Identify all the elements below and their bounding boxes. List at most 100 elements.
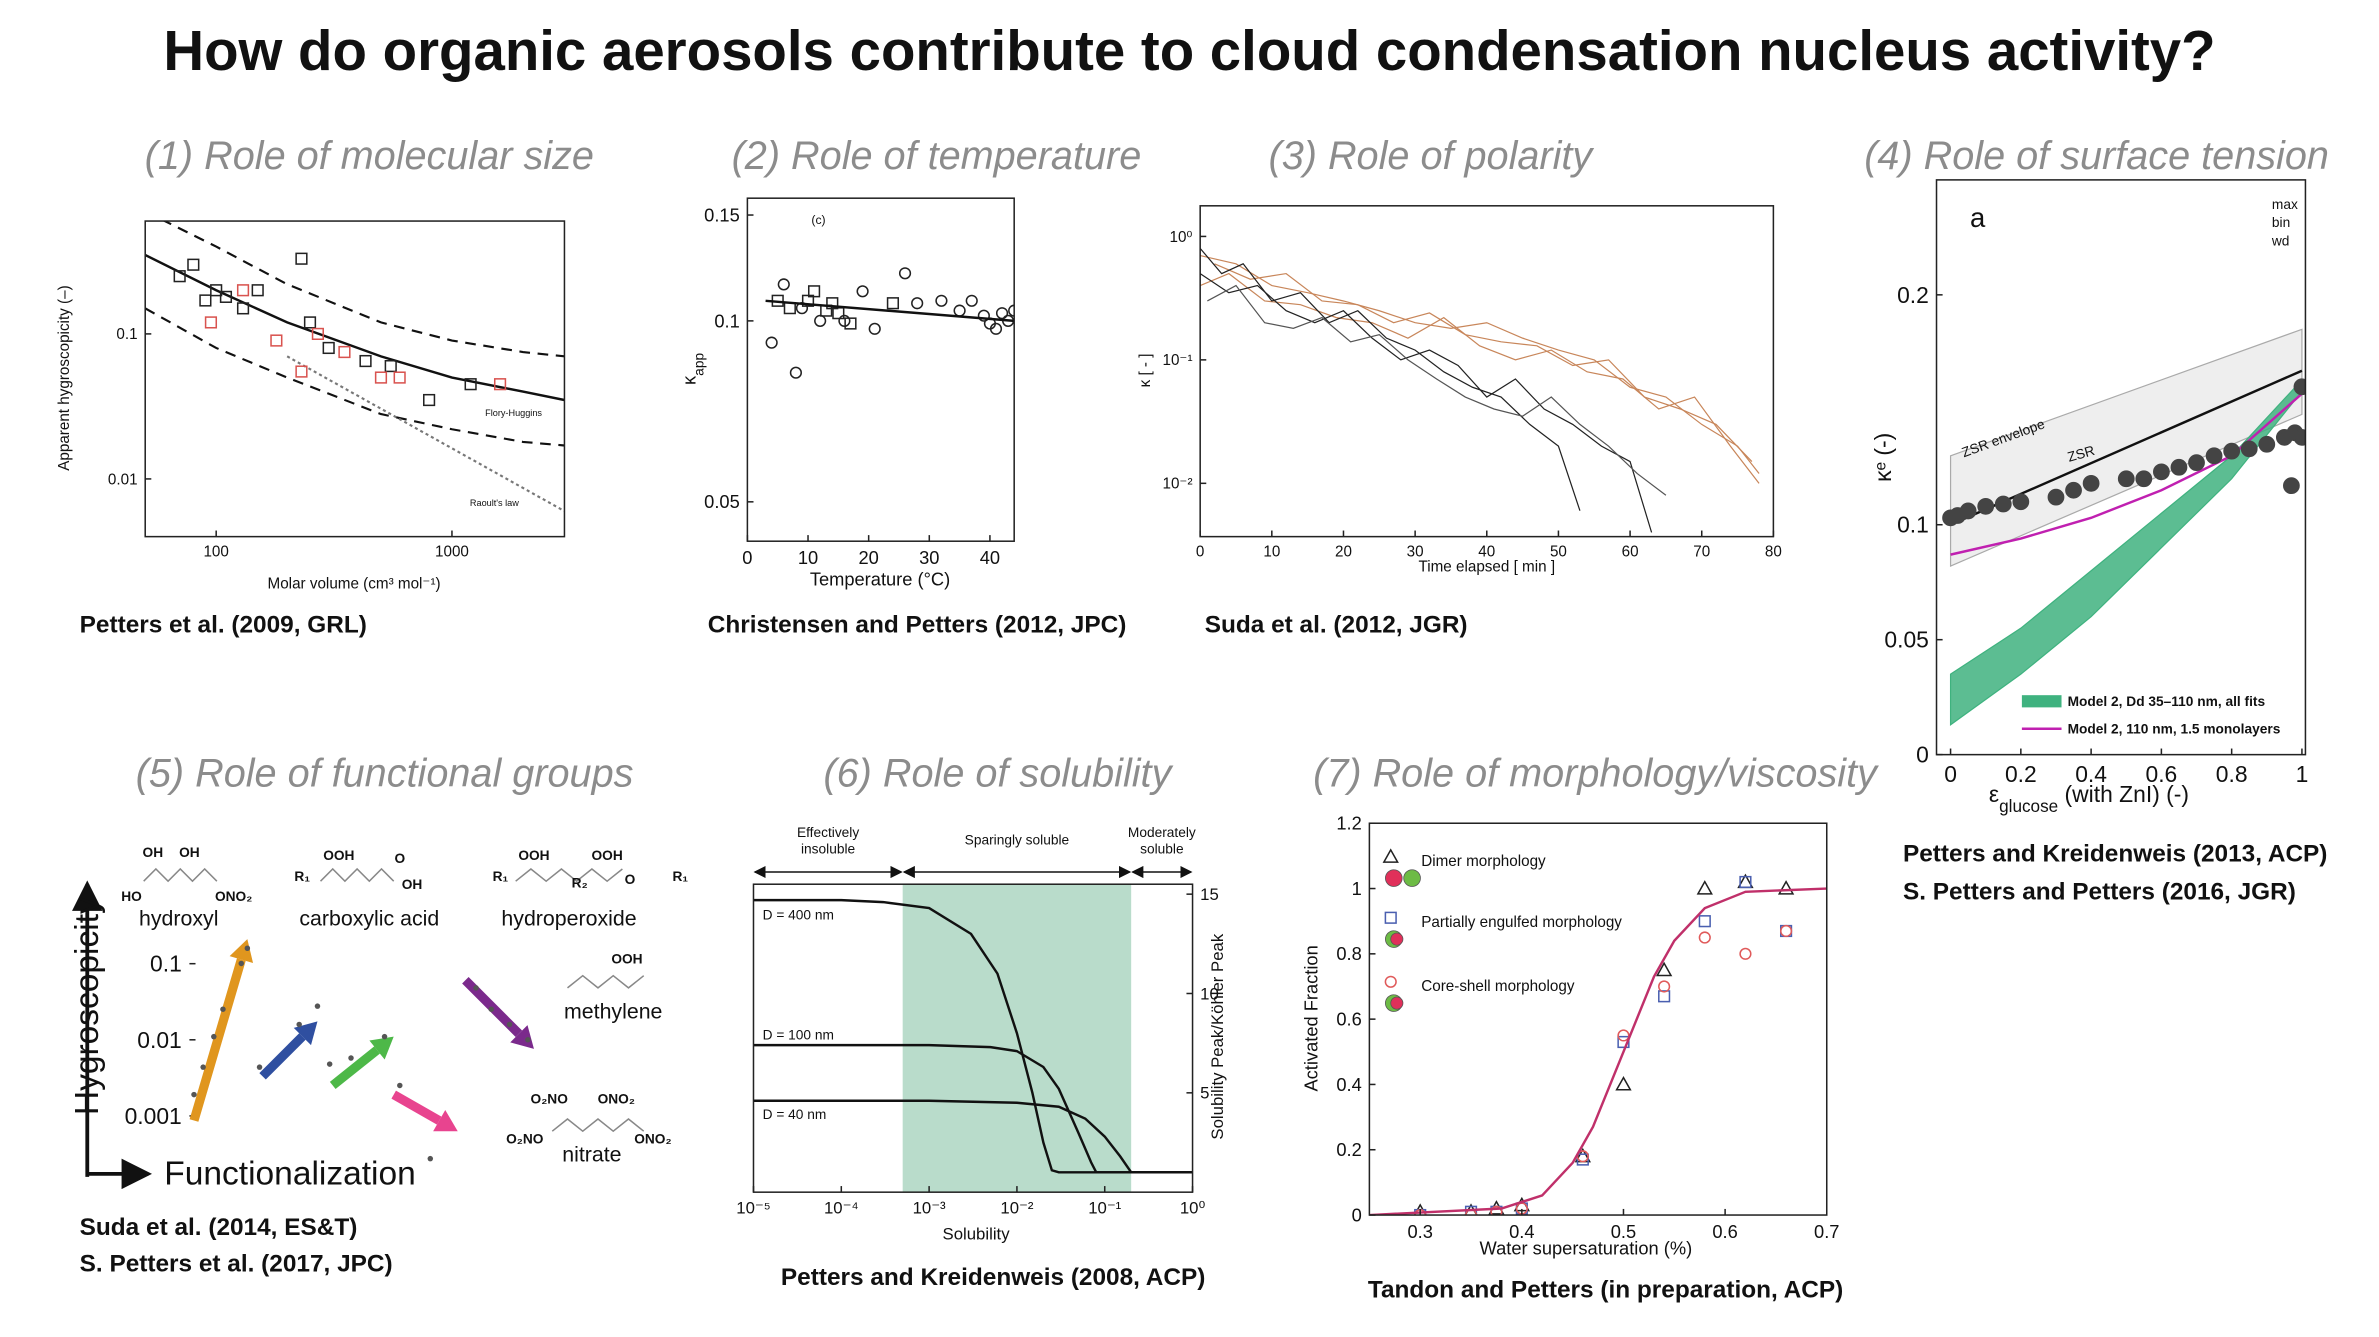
trend-arrow-head	[293, 1021, 318, 1046]
x-tick-label: 40	[980, 547, 1000, 568]
data-point	[1658, 990, 1671, 1003]
data-point	[1977, 497, 1995, 515]
x-tick-label: 0.3	[1407, 1221, 1432, 1242]
series-label: ZSR	[2066, 443, 2097, 465]
sample-dot	[427, 1155, 434, 1162]
series-label: Model 2, 110 nm, 1.5 monolayers	[2068, 721, 2281, 736]
legend-marker	[1384, 975, 1397, 988]
y-tick-label: 5	[1200, 1084, 1209, 1103]
x-tick-label: 0.8	[2216, 761, 2248, 787]
region-label: soluble	[1140, 842, 1184, 857]
data-point	[270, 334, 283, 347]
data-point	[219, 290, 233, 303]
structure-label: OOH	[518, 848, 549, 863]
series-label: Raoult's law	[470, 498, 519, 508]
citation: Suda et al. (2014, ES&T)	[80, 1214, 358, 1241]
data-point	[1777, 880, 1795, 895]
series-line	[1200, 254, 1760, 474]
sample-dot	[348, 1055, 354, 1061]
structure-label: R₁	[294, 869, 310, 884]
x-tick-label: 10⁻⁴	[824, 1199, 859, 1218]
data-point	[814, 314, 827, 327]
series-line	[753, 898, 1193, 1174]
data-point	[886, 297, 900, 310]
structure-label: O₂NO	[506, 1131, 544, 1146]
data-point	[2170, 458, 2188, 476]
plot-frame	[1935, 179, 2307, 756]
group-label: carboxylic acid	[299, 906, 439, 930]
x-tick-label: 10⁰	[1180, 1199, 1206, 1218]
sample-dot	[326, 1061, 333, 1067]
plot-frame	[1199, 205, 1775, 538]
citation: Suda et al. (2012, JGR)	[1205, 612, 1468, 639]
legend-particle	[1385, 869, 1403, 887]
data-point	[1698, 915, 1711, 928]
sample-dot	[238, 960, 244, 967]
x-axis-label-text: Water supersaturation (%)	[1480, 1238, 1693, 1259]
y-axis-label: κ [ - ]	[1137, 354, 1154, 388]
data-point	[807, 285, 821, 298]
data-point	[423, 393, 436, 407]
y-tick-label: 10	[1200, 984, 1219, 1003]
data-point	[1576, 1153, 1589, 1166]
legend-particle	[1403, 869, 1421, 887]
annotation: max	[2272, 197, 2298, 212]
series-label: Model 2, Dd 35–110 nm, all fits	[2068, 694, 2266, 709]
data-point	[911, 297, 924, 310]
region-label: insoluble	[801, 842, 856, 857]
group-label: hydroxyl	[139, 906, 218, 930]
trend-arrow	[189, 958, 246, 1122]
y-axis-label-text: κ	[679, 375, 700, 385]
series-line	[162, 221, 565, 358]
y-axis-label: Apparent hygroscopicity (–)	[56, 285, 73, 470]
x-tick-label: 50	[1550, 543, 1567, 560]
annotation: wd	[2271, 233, 2290, 248]
panel-heading: (6) Role of solubility	[823, 752, 1173, 796]
y-tick-label: 0.15	[704, 204, 740, 225]
x-tick-label: 10	[798, 547, 818, 568]
trend-arrow-head	[369, 1036, 394, 1060]
series-line	[753, 1043, 1193, 1174]
x-tick-label: 30	[919, 547, 939, 568]
x-axis-label: Temperature (°C)	[810, 568, 950, 589]
structure-label: O₂NO	[531, 1092, 569, 1107]
panel-heading: (5) Role of functional groups	[136, 752, 634, 796]
data-point	[844, 317, 857, 330]
x-axis-label-text: Temperature (°C)	[810, 568, 950, 589]
annotation: a	[1970, 202, 1986, 233]
x-tick-label: 0	[742, 547, 752, 568]
data-point	[236, 302, 250, 315]
data-point	[898, 267, 912, 280]
y-tick-label: 0	[1916, 742, 1929, 768]
data-point	[777, 278, 790, 291]
y-tick-label: 0.4	[1336, 1074, 1361, 1095]
y-tick-label: 0.1	[1897, 512, 1929, 538]
data-point	[2283, 477, 2300, 495]
legend-swatch	[2021, 695, 2062, 708]
citation: Petters and Kreidenweis (2013, ACP)	[1903, 840, 2327, 867]
legend-marker	[1382, 848, 1399, 863]
sample-dot	[211, 1033, 217, 1040]
panel-heading: (2) Role of temperature	[732, 134, 1142, 178]
data-point	[2205, 447, 2223, 465]
x-axis-label-text: Solubility	[943, 1224, 1011, 1243]
structure	[319, 867, 395, 883]
data-point	[2188, 454, 2205, 472]
data-point	[322, 341, 335, 355]
data-point	[2258, 435, 2276, 453]
data-point	[765, 336, 778, 349]
structure	[551, 1118, 645, 1133]
structure	[143, 867, 218, 883]
data-point	[311, 327, 324, 340]
sample-dot	[296, 1021, 302, 1028]
y-tick-label: 0.05	[1884, 627, 1929, 653]
figure: 100 1000 0.01 0.1 Molar volume (cm³ mol⁻¹) Ap…	[56, 220, 566, 592]
plot-area	[1200, 247, 1760, 533]
y-axis-label: κᵉ (-)	[1870, 433, 1896, 482]
x-tick-label: 0	[1196, 543, 1204, 560]
x-axis-label: Water supersaturation (%)	[1480, 1238, 1693, 1259]
series-line	[1200, 247, 1581, 511]
x-tick-label: 30	[1407, 543, 1424, 560]
citation: Petters and Kreidenweis (2008, ACP)	[781, 1264, 1205, 1291]
